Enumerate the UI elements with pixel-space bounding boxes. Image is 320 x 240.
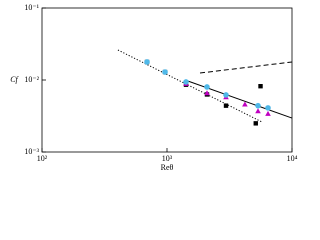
circle-marker bbox=[255, 102, 261, 109]
circle-marker bbox=[183, 79, 189, 85]
x-tick-label: 10² bbox=[37, 154, 48, 163]
circle-marker bbox=[162, 69, 168, 75]
square-marker bbox=[223, 103, 229, 108]
x-tick-label: 10⁴ bbox=[287, 154, 298, 163]
plot-frame bbox=[41, 7, 293, 153]
x-tick-label: 10³ bbox=[162, 154, 173, 163]
circle-marker bbox=[223, 92, 229, 98]
fit-line bbox=[117, 49, 263, 123]
triangle-marker bbox=[242, 101, 248, 107]
fit-line bbox=[184, 79, 293, 119]
y-axis-label: Cf bbox=[10, 75, 19, 84]
circle-marker bbox=[265, 105, 271, 111]
x-axis-label: Reθ bbox=[161, 163, 174, 172]
square-marker bbox=[258, 84, 263, 89]
y-tick-label: 10⁻³ bbox=[24, 147, 39, 156]
circle-marker bbox=[204, 84, 210, 90]
y-tick-label: 10⁻¹ bbox=[24, 3, 39, 12]
y-tick-label: 10⁻² bbox=[24, 75, 39, 84]
circle-marker bbox=[144, 59, 150, 65]
triangle-marker bbox=[204, 90, 210, 96]
fit-line bbox=[199, 61, 293, 74]
square-marker bbox=[253, 121, 258, 126]
triangle-marker bbox=[255, 108, 261, 114]
triangle-marker bbox=[265, 110, 271, 116]
chart: Reθ Cf 10² 10³ 10⁴ 10⁻³ 10⁻² 10⁻¹ bbox=[10, 3, 298, 172]
